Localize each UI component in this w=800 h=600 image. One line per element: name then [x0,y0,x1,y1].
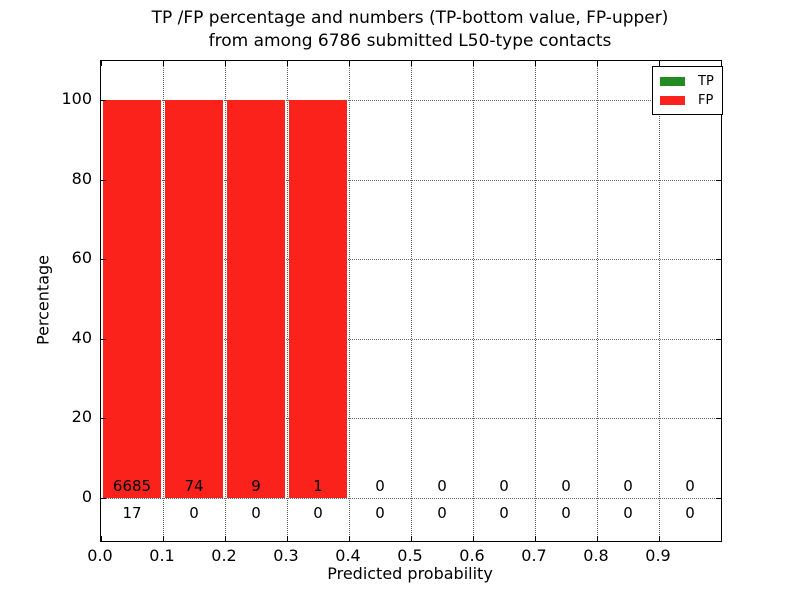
x-tick-label: 0.3 [273,546,299,565]
fp-count-label: 0 [499,477,509,495]
legend-entry-fp: FP [660,91,722,110]
chart-title-line2: from among 6786 submitted L50-type conta… [208,31,612,51]
x-tick-top [597,61,598,66]
tp-count-label: 0 [437,504,447,522]
legend: TP FP [652,66,723,115]
chart-title: TP /FP percentage and numbers (TP-bottom… [100,7,720,53]
y-tick-left [101,338,106,340]
y-tick-left [101,100,106,101]
y-tick-left [101,498,106,499]
y-tick-label: 100 [61,89,92,108]
tp-count-label: 0 [375,504,385,522]
x-tick-top [411,61,412,66]
tp-count-label: 0 [313,504,323,522]
x-tick-top [163,61,164,66]
y-tick-right [716,338,721,340]
gridline-v [473,61,474,541]
fp-count-label: 6685 [112,477,152,495]
x-tick-bottom [535,536,536,541]
fp-count-label: 1 [313,477,323,495]
x-tick-label: 0.0 [87,546,113,565]
y-tick-label: 60 [71,248,92,268]
tp-count-label: 0 [251,504,261,522]
y-tick-left [101,418,106,420]
x-tick-top [101,61,102,66]
x-tick-top [287,61,288,66]
tp-count-label: 0 [685,504,695,522]
legend-swatch-fp [660,96,685,105]
x-tick-label: 0.7 [521,546,547,565]
legend-entry-tp: TP [660,72,722,91]
fp-count-label: 0 [561,477,571,495]
x-tick-bottom [349,536,350,541]
y-tick-right [716,259,721,261]
x-tick-label: 0.1 [149,546,175,565]
bar-fp [165,100,223,498]
x-tick-label: 0.5 [397,546,423,565]
x-tick-top [659,61,660,66]
x-tick-bottom [473,536,474,541]
tp-count-label: 0 [189,504,199,522]
gridline-v [287,61,288,541]
x-tick-label: 0.2 [211,546,237,565]
y-tick-right [716,179,721,181]
legend-swatch-tp [660,77,685,86]
x-tick-top [225,61,226,66]
x-axis-label: Predicted probability [327,564,493,583]
plot-area: TP FP 6685 74 9 1 0 0 0 0 0 0 17 0 0 0 0 0 0 0 0 0 [100,60,723,542]
x-tick-bottom [163,536,164,541]
gridline-v [411,61,412,541]
x-tick-bottom [287,536,288,541]
gridline-v [535,61,536,541]
x-tick-label: 0.9 [645,546,671,565]
x-tick-label: 0.8 [583,546,609,565]
legend-label-tp: TP [698,73,714,89]
y-tick-right [716,498,721,499]
x-tick-bottom [597,536,598,541]
x-tick-label: 0.4 [335,546,361,565]
gridline-v [349,61,350,541]
x-tick-top [535,61,536,66]
x-tick-bottom [101,536,102,541]
y-tick-left [101,259,106,261]
fp-count-label: 0 [375,477,385,495]
x-tick-bottom [659,536,660,541]
gridline-v [597,61,598,541]
fp-count-label: 0 [685,477,695,495]
bar-fp [289,100,347,498]
gridline-v [659,61,660,541]
y-tick-label: 40 [71,327,92,347]
chart-title-line1: TP /FP percentage and numbers (TP-bottom… [151,8,669,28]
y-tick-left [101,179,106,181]
bar-fp [227,100,285,498]
x-tick-bottom [411,536,412,541]
tp-count-label: 17 [122,504,142,522]
gridline-v [163,61,164,541]
y-tick-right [716,418,721,420]
gridline-v [225,61,226,541]
tp-count-label: 0 [561,504,571,522]
y-tick-label: 80 [71,168,92,188]
legend-label-fp: FP [698,92,714,108]
x-tick-top [473,61,474,66]
y-tick-label: 0 [81,487,92,506]
y-tick-label: 20 [71,407,92,427]
bar-fp [103,100,161,498]
fp-count-label: 9 [251,477,261,495]
fp-count-label: 0 [623,477,633,495]
x-tick-label: 0.6 [459,546,485,565]
tp-count-label: 0 [499,504,509,522]
x-tick-bottom [225,536,226,541]
tp-count-label: 0 [623,504,633,522]
fp-count-label: 74 [184,477,204,495]
fp-count-label: 0 [437,477,447,495]
x-tick-top [349,61,350,66]
